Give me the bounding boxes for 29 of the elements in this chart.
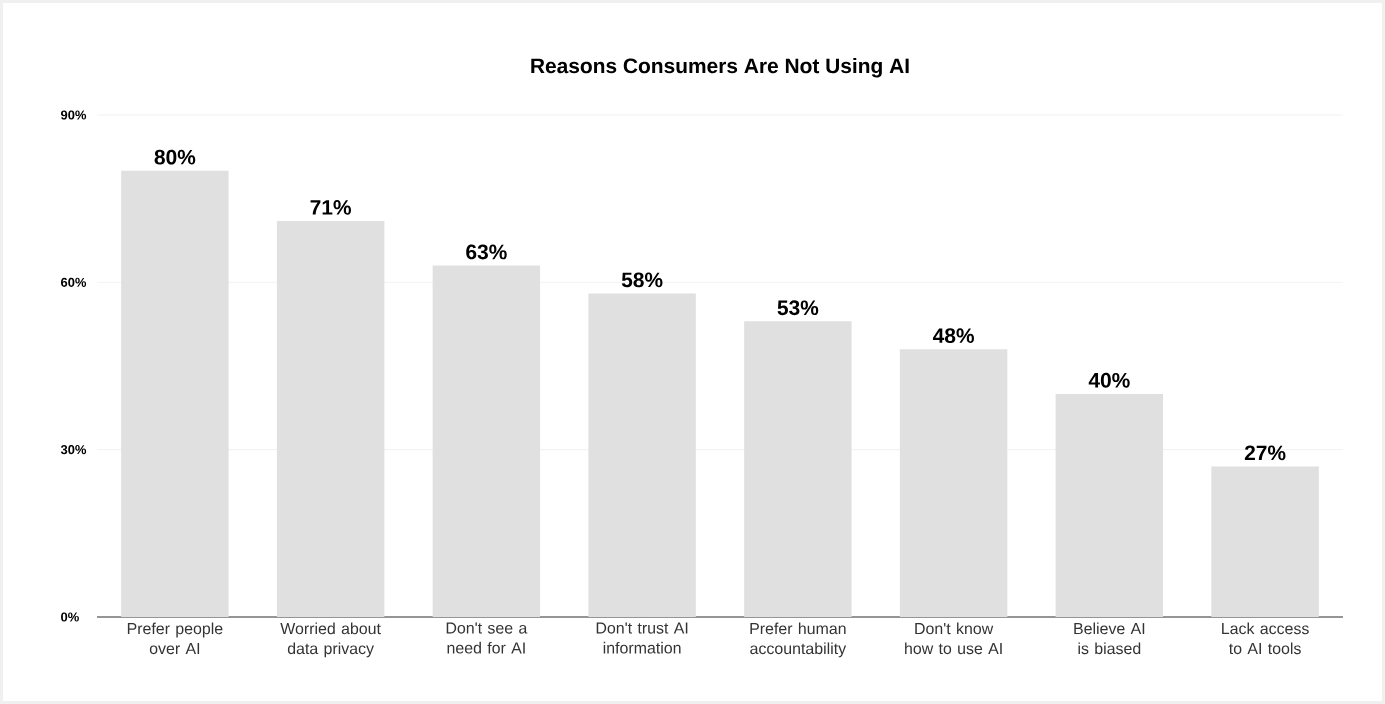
y-tick-label: 60%	[60, 277, 87, 287]
bar	[1055, 393, 1164, 617]
bar	[432, 265, 541, 617]
x-tick-label: Don't see a need for AI	[446, 622, 528, 654]
bar	[1211, 466, 1319, 617]
data-label: 63%	[466, 244, 507, 260]
data-label: 71%	[310, 200, 351, 215]
data-label: 80%	[154, 149, 196, 165]
bar	[121, 170, 229, 617]
data-label: 27%	[1244, 445, 1286, 461]
x-tick-label: Prefer people over AI	[127, 622, 223, 655]
bar	[744, 321, 852, 617]
x-tick-label: Prefer human accountability	[750, 622, 847, 658]
data-label: 58%	[621, 272, 663, 288]
data-label: 48%	[932, 328, 974, 344]
y-tick-label: 0%	[61, 612, 79, 622]
bar	[588, 293, 696, 617]
y-tick-label: 90%	[60, 110, 87, 120]
x-tick-label: Don't know how to use AI	[905, 622, 1002, 655]
bar	[899, 349, 1008, 617]
chart-title: Reasons Consumers Are Not Using AI	[531, 57, 909, 78]
bar	[276, 220, 385, 617]
x-tick-label: Believe AI is biased	[1074, 622, 1145, 655]
x-tick-label: Don't trust AI information	[596, 622, 688, 654]
x-tick-label: Lack access to AI tools	[1222, 622, 1309, 655]
y-tick-label: 30%	[60, 445, 87, 455]
data-label: 40%	[1088, 372, 1130, 388]
x-tick-label: Worried about data privacy	[280, 622, 381, 658]
data-label: 53%	[777, 300, 819, 316]
